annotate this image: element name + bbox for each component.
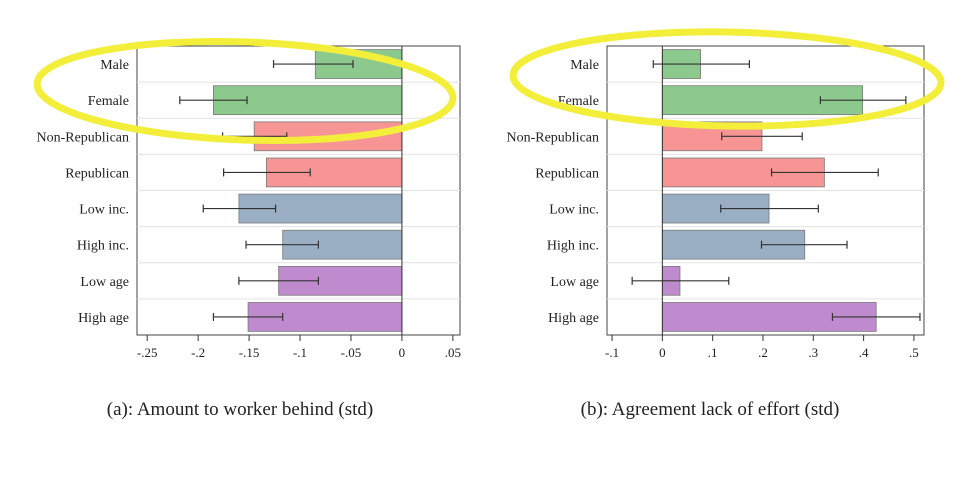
x-tick-label: -.2 — [191, 345, 205, 360]
category-label-rep: Republican — [65, 166, 129, 181]
category-label-male: Male — [570, 58, 599, 73]
x-tick-label: .4 — [859, 345, 869, 360]
category-label-female: Female — [88, 94, 129, 109]
x-tick-label: 0 — [399, 345, 406, 360]
x-tick-label: -.25 — [137, 345, 158, 360]
x-tick-label: 0 — [659, 345, 666, 360]
x-tick-label: .05 — [445, 345, 461, 360]
x-tick-label: -.15 — [239, 345, 260, 360]
x-tick-label: -.05 — [341, 345, 362, 360]
category-label-nonrep: Non-Republican — [506, 130, 599, 145]
category-label-highinc: High inc. — [77, 239, 129, 254]
caption-b: (b): Agreement lack of effort (std) — [581, 399, 840, 420]
x-tick-label: .5 — [909, 345, 919, 360]
x-tick-label: .3 — [808, 345, 818, 360]
category-label-male: Male — [100, 58, 129, 73]
category-label-highage: High age — [548, 311, 599, 326]
highlight-ellipse-a — [33, 37, 457, 145]
x-tick-label: .2 — [758, 345, 768, 360]
category-label-highage: High age — [78, 311, 129, 326]
highlight-ellipse-b — [509, 28, 945, 130]
category-label-lowage: Low age — [550, 275, 599, 290]
category-label-rep: Republican — [535, 166, 599, 181]
x-tick-label: -.1 — [293, 345, 307, 360]
caption-a: (a): Amount to worker behind (std) — [107, 399, 373, 420]
category-label-nonrep: Non-Republican — [36, 130, 129, 145]
category-label-lowinc: Low inc. — [79, 203, 129, 218]
x-tick-label: .1 — [708, 345, 718, 360]
panel-a: Male Female Non-Republican Republican Low in… — [36, 45, 461, 420]
category-label-lowage: Low age — [80, 275, 129, 290]
category-label-highinc: High inc. — [547, 239, 599, 254]
x-tick-label: -.1 — [605, 345, 619, 360]
category-label-lowinc: Low inc. — [549, 203, 599, 218]
